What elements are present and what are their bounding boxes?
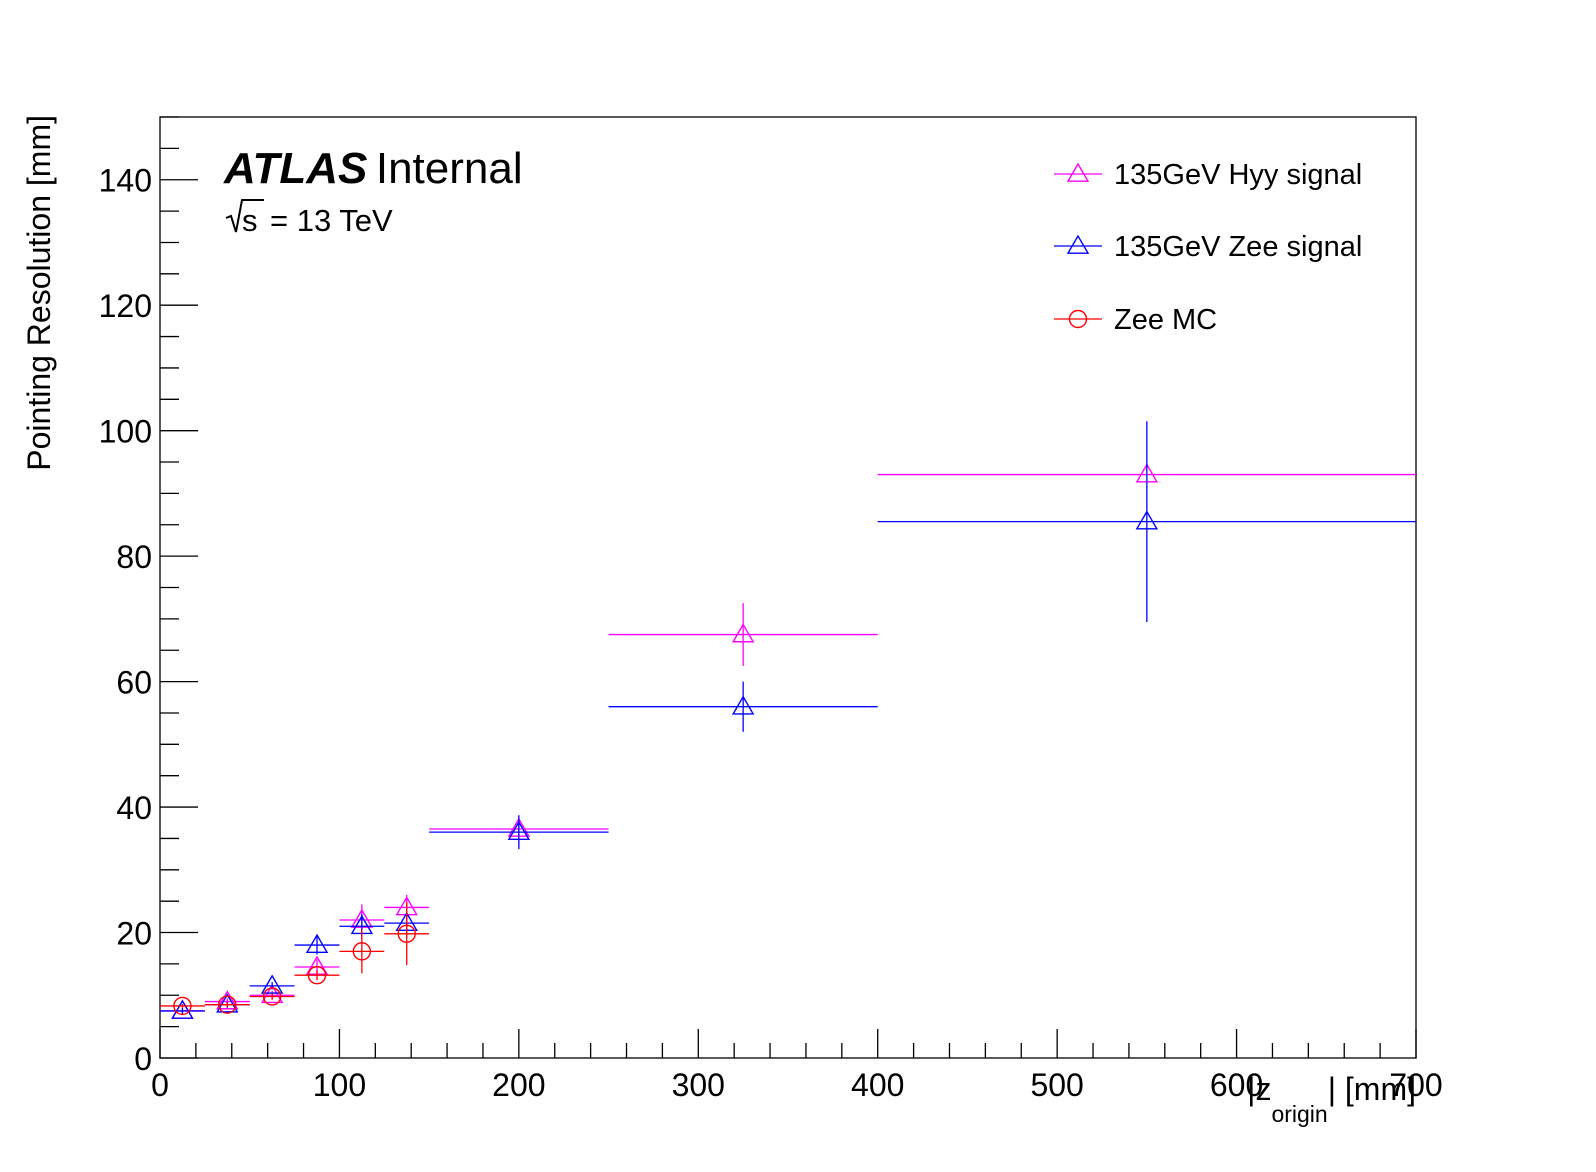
energy-label: s = 13 TeV: [225, 199, 393, 238]
atlas-experiment: ATLAS: [223, 144, 367, 193]
x-tick-label: 400: [851, 1067, 904, 1103]
y-tick-label: 100: [99, 414, 152, 450]
marker: [352, 942, 372, 961]
y-tick-label: 60: [116, 665, 152, 701]
marker: [397, 924, 416, 943]
marker: [262, 987, 282, 1006]
sqrt-icon: [225, 199, 264, 233]
legend: 135GeV Hyy signal 135GeV Zee signal Zee MC: [1054, 159, 1362, 336]
x-tick-label: 300: [672, 1067, 725, 1103]
series-1: [160, 421, 1416, 1019]
x-tick-label: 200: [492, 1067, 545, 1103]
atlas-status: Internal: [376, 144, 523, 193]
x-axis-title: |zorigin| [mm]: [1247, 1071, 1416, 1127]
y-tick-label: 0: [134, 1041, 152, 1077]
data-point: [339, 929, 385, 974]
marker: [305, 933, 329, 953]
legend-entry: Zee MC: [1054, 304, 1217, 336]
data-point: [384, 902, 430, 966]
data-point: [294, 965, 340, 985]
y-tick-label: 80: [116, 539, 152, 575]
marker: [731, 695, 755, 715]
y-tick-label: 20: [116, 916, 152, 952]
data-point: [204, 995, 250, 1014]
legend-marker: [1066, 162, 1090, 182]
data-point: [160, 999, 205, 1019]
x-tick-label: 500: [1030, 1067, 1083, 1103]
legend-label: 135GeV Hyy signal: [1114, 159, 1362, 191]
marker: [216, 993, 239, 1013]
x-axis-title-main: |z: [1247, 1071, 1271, 1107]
legend-marker: [1066, 234, 1090, 254]
y-axis-title: Pointing Resolution [mm]: [21, 115, 57, 471]
x-tick-label: 0: [151, 1067, 169, 1103]
x-tick-label: 100: [313, 1067, 366, 1103]
data-point: [608, 603, 878, 666]
data-point: [608, 681, 878, 732]
data-layer: [160, 421, 1416, 1019]
data-point: [877, 421, 1416, 623]
legend-entry: 135GeV Hyy signal: [1054, 159, 1362, 191]
y-tick-label: 140: [99, 163, 152, 199]
atlas-label: ATLAS Internal: [223, 144, 523, 193]
legend-label: 135GeV Zee signal: [1114, 231, 1362, 263]
data-point: [160, 996, 205, 1016]
marker: [216, 990, 239, 1010]
legend-marker: [1068, 309, 1088, 329]
marker: [171, 999, 194, 1019]
marker: [731, 623, 755, 643]
axes: 0 100 200 300 400 500 600 700 0 20 40 60 80 100 120 140: [99, 116, 1443, 1103]
y-tick-label: 40: [116, 790, 152, 826]
legend-entry: 135GeV Zee signal: [1054, 231, 1362, 263]
marker: [260, 974, 284, 994]
x-axis-title-sub: origin: [1271, 1101, 1327, 1127]
marker: [218, 995, 237, 1014]
data-point: [249, 987, 295, 1006]
marker: [1135, 510, 1159, 530]
legend-label: Zee MC: [1114, 304, 1217, 336]
x-tick-label: 700: [1389, 1067, 1442, 1103]
x-axis-title-end: | [mm]: [1328, 1071, 1416, 1107]
x-tick-label: 600: [1210, 1067, 1263, 1103]
energy-value: = 13 TeV: [270, 203, 393, 238]
energy-sqrt-symbol: s: [242, 203, 258, 238]
marker: [173, 996, 192, 1016]
marker: [307, 965, 327, 985]
series-2: [160, 902, 430, 1016]
marker: [507, 820, 531, 841]
y-tick-label: 120: [99, 288, 152, 324]
data-point: [294, 933, 340, 955]
marker: [260, 983, 284, 1004]
data-point: [429, 815, 609, 850]
